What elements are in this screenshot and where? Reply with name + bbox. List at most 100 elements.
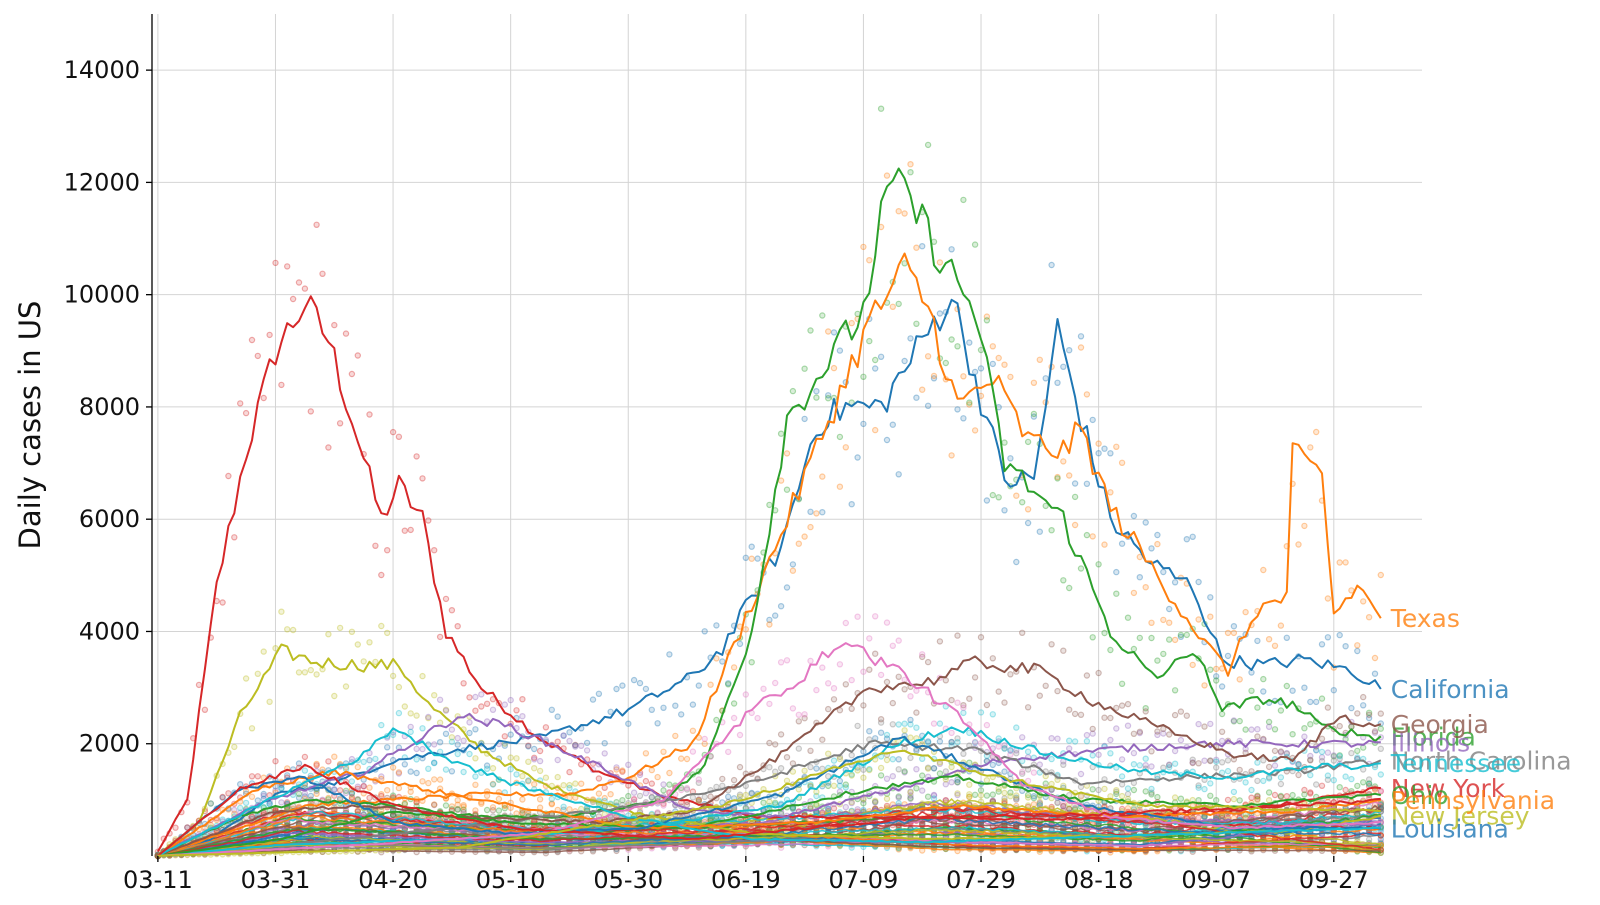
florida-point bbox=[820, 313, 825, 318]
ohio-point bbox=[1149, 792, 1154, 797]
california-point bbox=[1114, 570, 1119, 575]
georgia-point bbox=[1367, 712, 1372, 717]
ohio-point bbox=[926, 794, 931, 799]
florida-point bbox=[1055, 476, 1060, 481]
north-carolina-point bbox=[943, 769, 948, 774]
california-point bbox=[1067, 348, 1072, 353]
new-jersey-point bbox=[396, 685, 401, 690]
illinois-point bbox=[1131, 751, 1136, 756]
arizona-point bbox=[931, 721, 936, 726]
pennsylvania-point bbox=[461, 804, 466, 809]
north-carolina-point bbox=[896, 767, 901, 772]
georgia-point bbox=[849, 706, 854, 711]
new-york-point bbox=[461, 681, 466, 686]
florida-point bbox=[1308, 722, 1313, 727]
georgia-point bbox=[737, 765, 742, 770]
arizona-point bbox=[808, 658, 813, 663]
new-jersey-point bbox=[291, 627, 296, 632]
georgia-point bbox=[732, 778, 737, 783]
illinois-point bbox=[567, 738, 572, 743]
georgia-point bbox=[1202, 724, 1207, 729]
california-point bbox=[1355, 648, 1360, 653]
florida-point bbox=[896, 301, 901, 306]
arizona-point bbox=[1008, 752, 1013, 757]
new-york-point bbox=[449, 608, 454, 613]
pennsylvania-point bbox=[432, 777, 437, 782]
michigan-point bbox=[273, 759, 278, 764]
california-point bbox=[455, 742, 460, 747]
north-carolina-point bbox=[1214, 765, 1219, 770]
texas-point bbox=[1361, 599, 1366, 604]
texas-point bbox=[643, 751, 648, 756]
arizona-point bbox=[984, 723, 989, 728]
california-point bbox=[1102, 446, 1107, 451]
texas-point bbox=[749, 556, 754, 561]
new-york-point bbox=[479, 704, 484, 709]
texas-point bbox=[1096, 441, 1101, 446]
texas-point bbox=[920, 387, 925, 392]
north-carolina-point bbox=[808, 765, 813, 770]
tennessee-point bbox=[1319, 749, 1324, 754]
texas-point bbox=[743, 627, 748, 632]
florida-point bbox=[1125, 615, 1130, 620]
georgia-point bbox=[767, 740, 772, 745]
north-carolina-point bbox=[908, 755, 913, 760]
illinois-point bbox=[643, 791, 648, 796]
california-point bbox=[408, 769, 413, 774]
tennessee-point bbox=[1261, 778, 1266, 783]
louisiana-point bbox=[726, 794, 731, 799]
north-carolina-point bbox=[1261, 758, 1266, 763]
new-york-point bbox=[420, 476, 425, 481]
florida-point bbox=[1208, 667, 1213, 672]
ohio-point bbox=[773, 800, 778, 805]
florida-point bbox=[961, 197, 966, 202]
illinois-point bbox=[1178, 738, 1183, 743]
florida-point bbox=[837, 434, 842, 439]
georgia-point bbox=[1220, 729, 1225, 734]
illinois-point bbox=[420, 747, 425, 752]
new-york-point bbox=[196, 682, 201, 687]
illinois-point bbox=[479, 692, 484, 697]
arizona-point bbox=[849, 678, 854, 683]
illinois-point bbox=[1108, 737, 1113, 742]
georgia-point bbox=[1131, 731, 1136, 736]
new-york-point bbox=[302, 286, 307, 291]
texas-point bbox=[849, 321, 854, 326]
new-york-point bbox=[520, 697, 525, 702]
illinois-point bbox=[414, 746, 419, 751]
new-jersey-point bbox=[532, 766, 537, 771]
tennessee-point bbox=[1173, 761, 1178, 766]
new-york-point bbox=[326, 445, 331, 450]
illinois-point bbox=[1208, 721, 1213, 726]
illinois-point bbox=[1055, 736, 1060, 741]
tennessee-point bbox=[1108, 751, 1113, 756]
florida-point bbox=[996, 495, 1001, 500]
california-point bbox=[567, 730, 572, 735]
georgia-point bbox=[873, 651, 878, 656]
massachusetts-point bbox=[485, 766, 490, 771]
california-point bbox=[908, 336, 913, 341]
michigan-point bbox=[367, 795, 372, 800]
texas-point bbox=[396, 786, 401, 791]
pennsylvania-point bbox=[355, 765, 360, 770]
ohio-point bbox=[937, 771, 942, 776]
illinois-point bbox=[884, 776, 889, 781]
south-carolina-point bbox=[1125, 796, 1130, 801]
south-carolina-point bbox=[926, 766, 931, 771]
new-jersey-point bbox=[279, 609, 284, 614]
illinois-point bbox=[649, 795, 654, 800]
new-york-point bbox=[443, 596, 448, 601]
illinois-point bbox=[1096, 752, 1101, 757]
north-carolina-point bbox=[796, 746, 801, 751]
arizona-point bbox=[796, 712, 801, 717]
texas-point bbox=[784, 451, 789, 456]
illinois-point bbox=[573, 744, 578, 749]
illinois-point bbox=[1114, 726, 1119, 731]
tennessee-point bbox=[914, 725, 919, 730]
new-york-point bbox=[467, 695, 472, 700]
texas-point bbox=[873, 428, 878, 433]
new-jersey-point bbox=[244, 676, 249, 681]
california-point bbox=[1096, 451, 1101, 456]
illinois-point bbox=[1173, 748, 1178, 753]
florida-point bbox=[826, 396, 831, 401]
